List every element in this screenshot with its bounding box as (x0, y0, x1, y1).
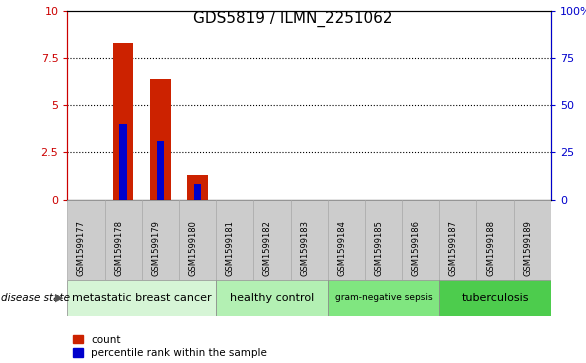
Text: GSM1599188: GSM1599188 (486, 220, 495, 276)
Text: GSM1599183: GSM1599183 (300, 220, 309, 276)
Bar (476, 200, 514, 280)
Text: GSM1599186: GSM1599186 (412, 220, 421, 276)
Legend: count, percentile rank within the sample: count, percentile rank within the sample (73, 335, 267, 358)
Bar (328, 280, 440, 316)
Bar (440, 200, 476, 280)
Text: GSM1599185: GSM1599185 (374, 220, 383, 276)
Bar (291, 200, 328, 280)
Bar (365, 200, 402, 280)
Text: GSM1599189: GSM1599189 (523, 220, 532, 276)
Text: GSM1599179: GSM1599179 (151, 220, 161, 276)
Text: metastatic breast cancer: metastatic breast cancer (72, 293, 212, 303)
Bar (104, 200, 142, 280)
Bar (328, 200, 365, 280)
Bar (402, 200, 440, 280)
Text: ▶: ▶ (55, 293, 64, 303)
Bar (150, 79, 171, 200)
Text: GSM1599184: GSM1599184 (338, 220, 346, 276)
Text: GDS5819 / ILMN_2251062: GDS5819 / ILMN_2251062 (193, 11, 393, 27)
Text: GSM1599180: GSM1599180 (189, 220, 197, 276)
Text: GSM1599187: GSM1599187 (449, 220, 458, 276)
Bar (514, 200, 551, 280)
Bar (142, 200, 179, 280)
Bar (156, 141, 164, 200)
Text: gram-negative sepsis: gram-negative sepsis (335, 293, 432, 302)
Bar (216, 200, 253, 280)
Bar (216, 280, 328, 316)
Text: GSM1599182: GSM1599182 (263, 220, 272, 276)
Text: healthy control: healthy control (230, 293, 314, 303)
Text: GSM1599181: GSM1599181 (226, 220, 235, 276)
Bar (67, 280, 216, 316)
Text: disease state: disease state (1, 293, 70, 303)
Bar (194, 184, 201, 200)
Bar (179, 200, 216, 280)
Text: GSM1599178: GSM1599178 (114, 220, 123, 276)
Bar (188, 175, 208, 200)
Bar (253, 200, 291, 280)
Text: GSM1599177: GSM1599177 (77, 220, 86, 276)
Bar (440, 280, 551, 316)
Text: tuberculosis: tuberculosis (461, 293, 529, 303)
Bar (113, 43, 134, 200)
Bar (67, 200, 104, 280)
Bar (120, 124, 127, 200)
